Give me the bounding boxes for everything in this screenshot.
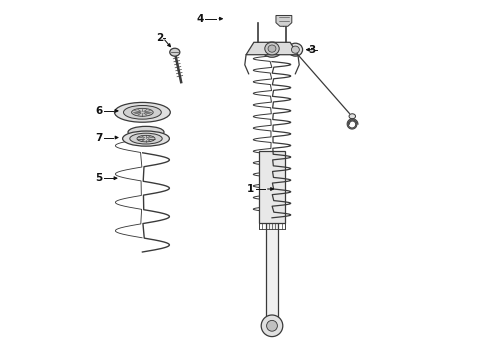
Polygon shape bbox=[246, 42, 298, 55]
Ellipse shape bbox=[349, 114, 356, 119]
Text: 1: 1 bbox=[247, 184, 254, 194]
Ellipse shape bbox=[267, 320, 277, 331]
Ellipse shape bbox=[170, 48, 180, 56]
Ellipse shape bbox=[265, 42, 279, 55]
Text: 7: 7 bbox=[95, 132, 102, 143]
Text: 4: 4 bbox=[196, 14, 204, 24]
Polygon shape bbox=[276, 15, 292, 26]
Polygon shape bbox=[266, 158, 278, 322]
Text: 2: 2 bbox=[156, 33, 163, 43]
Ellipse shape bbox=[128, 126, 164, 138]
Ellipse shape bbox=[137, 135, 155, 142]
Ellipse shape bbox=[288, 43, 303, 56]
Ellipse shape bbox=[292, 46, 299, 53]
Ellipse shape bbox=[115, 103, 171, 122]
Ellipse shape bbox=[132, 108, 153, 116]
Polygon shape bbox=[259, 151, 285, 223]
Ellipse shape bbox=[130, 133, 162, 144]
Ellipse shape bbox=[262, 42, 282, 57]
Ellipse shape bbox=[122, 131, 170, 146]
Ellipse shape bbox=[267, 45, 277, 54]
Text: 3: 3 bbox=[308, 45, 315, 55]
Text: 6: 6 bbox=[95, 106, 102, 116]
Ellipse shape bbox=[261, 315, 283, 337]
Ellipse shape bbox=[268, 45, 276, 52]
Ellipse shape bbox=[123, 105, 161, 119]
Text: 5: 5 bbox=[95, 173, 102, 183]
